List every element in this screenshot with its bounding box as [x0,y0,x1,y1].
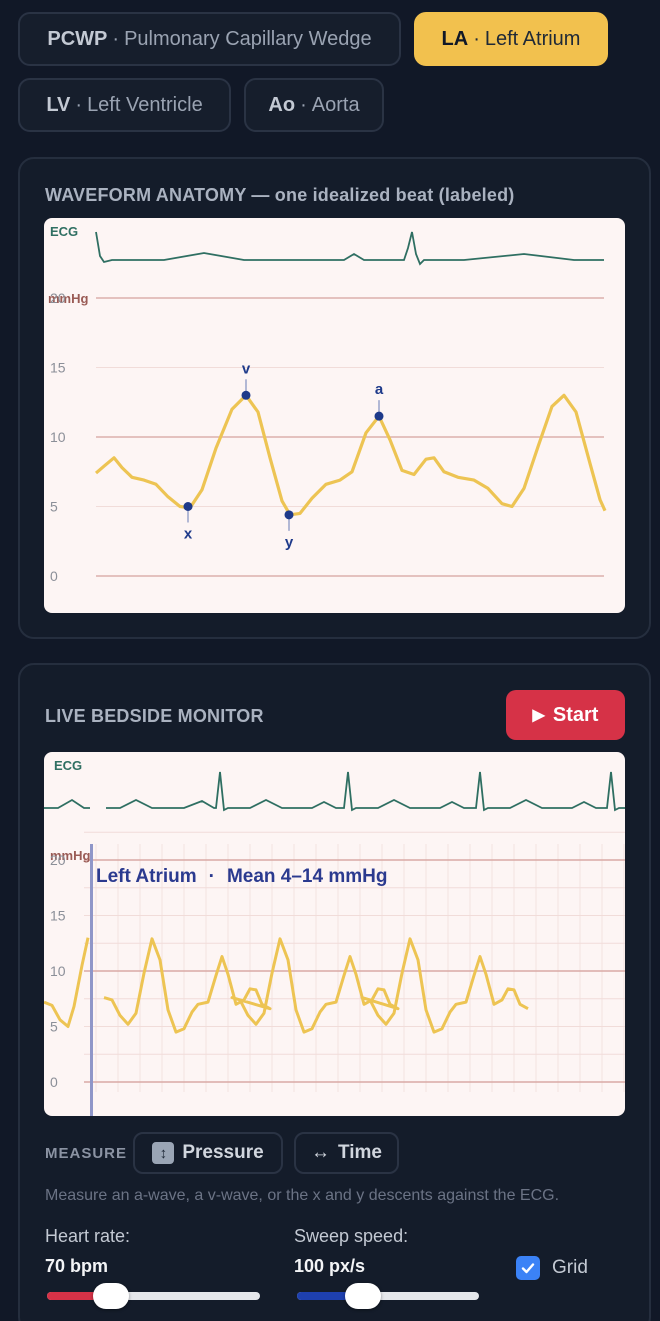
y-tick-label: 5 [50,499,58,515]
y-tick-label: 20 [50,852,66,868]
start-label: Start [552,703,599,726]
chip-abbr: LA [441,27,469,50]
vertical-arrows-icon: ↕ [152,1142,175,1164]
monitor-chart: ECG mmHg 20 15 10 5 0 Left Atrium · Mean 4–14 … [44,758,625,1116]
marker-label: y [285,534,294,551]
pressure-label: Pressure [182,1142,264,1163]
heart-rate-value: 70 bpm [45,1256,109,1276]
readout-mean: Mean 4–14 mmHg [227,866,388,887]
slider-thumb[interactable] [92,1283,129,1309]
chamber-chip-ao[interactable]: Ao · Aorta [244,78,384,132]
slider-thumb[interactable] [344,1283,381,1309]
slider-track [297,1292,479,1300]
y-tick-label: 10 [50,429,66,445]
time-label: Time [337,1142,382,1163]
slider-fill [297,1292,363,1300]
readout-chamber: Left Atrium [96,866,197,887]
sweep-speed-label: Sweep speed: [294,1226,409,1246]
marker-dot [374,411,384,421]
grid-label: Grid [552,1257,588,1278]
chip-name: Pulmonary Capillary Wedge [124,27,372,50]
grid-toggle[interactable]: Grid [516,1256,588,1280]
anatomy-title: WAVEFORM ANATOMY — one idealized beat (l… [45,185,515,205]
marker-dot [183,502,193,511]
anatomy-chart: ECG mmHg 20 15 10 5 0 x v y a [48,224,607,584]
measure-time-button[interactable]: ↔ Time [294,1132,399,1174]
chip-abbr: LV [46,93,71,116]
horizontal-arrows-icon: ↔ [310,1142,330,1163]
marker-dot [284,510,294,520]
chip-name: Aorta [311,93,360,116]
grid-checkbox[interactable] [516,1256,540,1280]
monitor-ecg-trace [44,798,90,809]
measure-pressure-button[interactable]: ↕ Pressure [133,1132,283,1174]
y-tick-label: 10 [50,963,66,979]
chamber-chip-pcwp[interactable]: PCWP · Pulmonary Capillary Wedge [18,12,401,66]
start-button[interactable]: ▶ Start [506,690,625,740]
chamber-chip-la[interactable]: LA · Left Atrium [414,12,608,66]
sweep-cursor [90,844,93,1116]
sweep-speed-slider[interactable] [297,1283,479,1309]
monitor-readout: Left Atrium · Mean 4–14 mmHg [96,866,387,887]
sweep-speed-value: 100 px/s [294,1256,366,1276]
marker-label: v [242,360,251,377]
checkmark-icon [521,1263,535,1274]
y-tick-label: 15 [50,908,66,924]
chip-name: Left Atrium [484,27,581,50]
marker-label: a [375,381,384,398]
anatomy-ecg-trace [95,231,604,266]
readout-separator: · [209,866,215,887]
chip-name: Left Ventricle [87,93,203,116]
heart-rate-label: Heart rate: [45,1226,131,1246]
measure-label: MEASURE [45,1145,128,1162]
chip-abbr: PCWP [47,27,108,50]
monitor-ecg-trace [106,771,625,812]
y-tick-label: 0 [50,1074,58,1090]
monitor-plot: ECG mmHg 20 15 10 5 0 Left Atrium · Mean 4–14 … [44,752,625,1116]
monitor-ecg-label: ECG [54,758,82,773]
marker-dot [241,390,251,400]
monitor-pressure-trace [103,937,529,1034]
anatomy-ecg-label: ECG [50,224,78,239]
chip-abbr: Ao [268,93,296,116]
slider-track [47,1292,260,1300]
monitor-title: LIVE BEDSIDE MONITOR [45,706,264,726]
y-tick-label: 15 [50,360,66,376]
anatomy-plot: ECG mmHg 20 15 10 5 0 x v y a [44,218,625,613]
anatomy-unit-label: mmHg [48,291,89,306]
y-tick-label: 20 [50,290,66,306]
marker-label: x [184,526,193,543]
chamber-chip-lv[interactable]: LV · Left Ventricle [18,78,231,132]
play-icon: ▶ [532,707,545,724]
heart-rate-slider[interactable] [47,1283,260,1309]
y-tick-label: 5 [50,1019,58,1035]
slider-fill [47,1292,111,1300]
monitor-unit-label: mmHg [50,848,91,863]
y-tick-label: 0 [50,568,58,584]
monitor-pressure-trace [44,937,90,1028]
anatomy-pressure-trace [94,393,607,517]
measure-hint: Measure an a-wave, a v-wave, or the x an… [45,1187,560,1204]
